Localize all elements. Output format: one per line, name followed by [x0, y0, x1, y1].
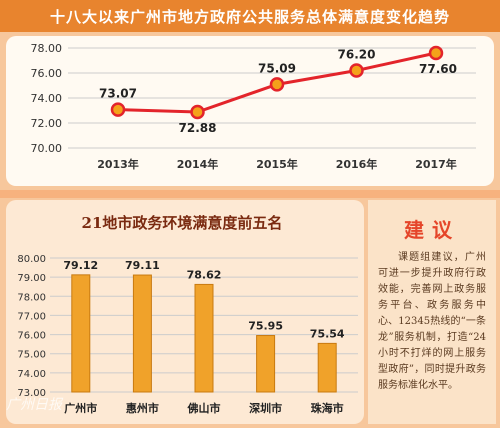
data-point	[349, 63, 364, 78]
data-point	[428, 45, 444, 61]
suggestion-title: 建议	[404, 218, 460, 242]
bar	[317, 342, 337, 393]
x-tick-label: 2016年	[336, 157, 378, 171]
x-tick-label: 广州市	[64, 401, 97, 415]
chart-main-title: 十八大以来广州市地方政府公共服务总体满意度变化趋势	[49, 7, 450, 26]
suggestion-panel	[368, 200, 496, 424]
x-tick-label: 佛山市	[187, 401, 221, 415]
y-tick-label: 77.00	[17, 311, 46, 322]
data-label: 79.12	[63, 259, 98, 272]
x-tick-label: 深圳市	[249, 401, 282, 415]
y-tick-label: 73.00	[17, 388, 46, 399]
x-tick-label: 2014年	[177, 157, 219, 171]
y-tick-label: 79.00	[17, 273, 46, 284]
data-label: 75.54	[310, 327, 345, 340]
data-label: 77.60	[419, 62, 457, 76]
x-tick-label: 惠州市	[126, 401, 159, 415]
title-banner: 十八大以来广州市地方政府公共服务总体满意度变化趋势	[0, 0, 500, 32]
y-tick-label: 76.00	[17, 331, 46, 342]
y-tick-label: 78.00	[17, 292, 46, 303]
trend-chart-panel: 70.00 72.00 74.00 76.00 78.00 2013年 2014年 2015年…	[6, 36, 494, 186]
bar	[194, 283, 214, 393]
bar	[256, 335, 276, 393]
data-point	[269, 77, 285, 92]
y-tick-label: 76.00	[31, 67, 63, 80]
y-tick-label: 72.00	[31, 117, 63, 130]
y-tick-label: 80.00	[17, 254, 46, 265]
x-tick-label: 珠海市	[311, 401, 344, 415]
data-label: 75.09	[258, 61, 296, 75]
section-divider	[0, 190, 500, 198]
data-point	[110, 102, 126, 117]
x-tick-label: 2013年	[97, 157, 139, 171]
trend-line-chart: 70.00 72.00 74.00 76.00 78.00 2013年 2014年 2015年…	[31, 42, 476, 171]
y-tick-label: 70.00	[31, 142, 63, 155]
data-label: 75.95	[248, 320, 283, 333]
y-tick-label: 78.00	[31, 42, 63, 55]
y-tick-label: 75.00	[17, 350, 46, 361]
y-tick-label: 74.00	[17, 369, 46, 380]
newspaper-watermark: 广州日报	[6, 397, 62, 413]
ranking-chart-panel: 73.00 74.00 75.00 76.00 77.00 78.00 79.00 80.00…	[6, 200, 364, 424]
data-label: 76.20	[338, 48, 376, 62]
bar	[132, 274, 152, 393]
data-label: 78.62	[187, 268, 222, 281]
data-point	[190, 104, 205, 120]
ranking-bar-chart: 73.00 74.00 75.00 76.00 77.00 78.00 79.00 80.00…	[17, 254, 358, 415]
y-tick-label: 74.00	[31, 92, 63, 105]
x-tick-label: 2017年	[415, 157, 457, 171]
data-label: 72.88	[179, 121, 217, 135]
x-tick-label: 2015年	[256, 157, 298, 171]
data-label: 79.11	[125, 259, 160, 272]
bar	[71, 274, 91, 393]
data-label: 73.07	[99, 87, 137, 101]
ranking-chart-title: 21地市政务环境满意度前五名	[81, 214, 283, 232]
suggestion-body: 课题组建议，广州可进一步提升政府行政效能，完善网上政务服务平台、政务服务中心、1…	[378, 252, 486, 391]
